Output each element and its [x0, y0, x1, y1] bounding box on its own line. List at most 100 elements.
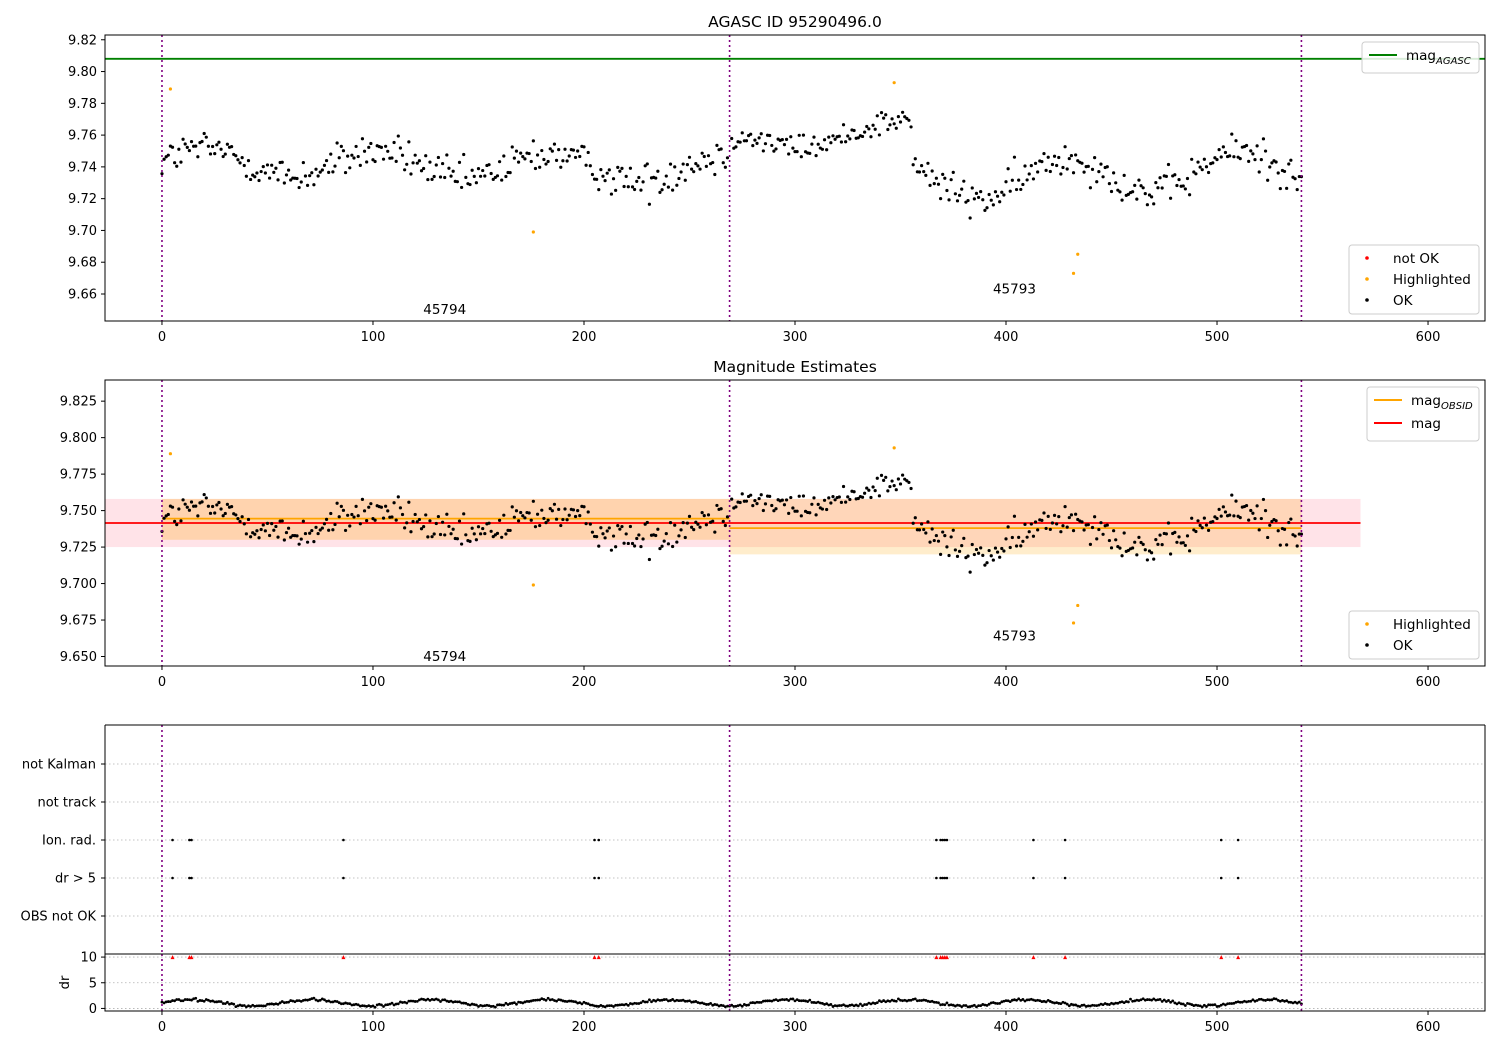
dr-point	[1063, 1001, 1067, 1005]
dr-point	[565, 1000, 569, 1003]
ok-point	[445, 153, 449, 157]
highlighted-point	[531, 230, 535, 234]
ok-point	[519, 151, 523, 155]
ok-point	[844, 500, 848, 504]
ok-point	[932, 182, 936, 186]
axes-frame	[104, 34, 1486, 322]
ok-point	[436, 514, 440, 519]
flag-point	[941, 876, 945, 880]
ok-point	[398, 506, 403, 510]
ok-point	[677, 534, 681, 538]
ok-point	[1131, 190, 1135, 194]
ok-point	[654, 176, 658, 180]
ok-point	[626, 541, 630, 546]
ok-point	[415, 161, 419, 165]
dr-point	[1082, 1003, 1086, 1007]
ok-point	[504, 532, 508, 536]
dr-point	[249, 1005, 252, 1008]
ok-point	[618, 169, 622, 173]
highlighted-point	[1071, 271, 1076, 275]
ok-point	[162, 516, 166, 520]
ok-point	[312, 183, 316, 187]
ok-point	[208, 511, 213, 515]
ok-point	[350, 153, 354, 157]
ok-point	[936, 539, 941, 543]
dr-point	[738, 1003, 742, 1007]
ok-point	[386, 149, 390, 153]
ok-point	[356, 514, 360, 518]
dr-point	[859, 1002, 862, 1006]
dr-point	[468, 1003, 472, 1007]
ok-point	[673, 523, 677, 527]
ok-point	[481, 168, 485, 173]
ok-point	[780, 138, 784, 142]
y-tick-label: 9.66	[68, 287, 97, 302]
dr-point	[557, 998, 561, 1002]
ok-point	[1247, 518, 1251, 522]
ok-point	[607, 168, 611, 172]
ok-point	[348, 524, 352, 528]
ok-point	[1101, 532, 1105, 536]
dr-point	[327, 999, 331, 1003]
dr-point	[1278, 999, 1282, 1003]
dr-point	[1262, 998, 1265, 1002]
ok-point	[280, 160, 284, 164]
ok-point	[960, 544, 964, 548]
ok-point	[1031, 534, 1036, 538]
dr-point	[306, 998, 309, 1002]
flag-point	[597, 838, 601, 842]
category-label: not Kalman	[22, 758, 96, 773]
flag-point	[171, 876, 174, 880]
dr-point	[441, 998, 445, 1002]
dr-point	[831, 1005, 835, 1008]
dr-point	[358, 1004, 362, 1008]
ok-point	[647, 557, 652, 562]
dr-point	[1200, 1005, 1204, 1009]
ok-point	[827, 496, 831, 500]
ok-point	[1270, 519, 1274, 524]
dr-point	[230, 1002, 234, 1005]
ok-point	[297, 185, 301, 190]
dr-point	[185, 998, 189, 1001]
flag-point	[190, 838, 193, 842]
dr-point	[1044, 1000, 1048, 1004]
ok-point	[1175, 183, 1179, 188]
flag-point	[941, 838, 945, 842]
dr-point	[439, 1000, 442, 1003]
ok-point	[1019, 187, 1023, 192]
ok-point	[483, 174, 487, 178]
ok-point	[972, 197, 976, 201]
ok-point	[335, 141, 339, 145]
ok-point	[415, 520, 419, 524]
dr-point	[586, 1002, 590, 1006]
ok-point	[1295, 187, 1299, 192]
dr-point	[878, 999, 881, 1003]
dr-point	[1175, 1002, 1179, 1006]
ok-point	[529, 159, 533, 164]
ok-point	[595, 535, 599, 539]
dr-point	[1143, 998, 1147, 1002]
ok-point	[641, 180, 645, 184]
dr-point	[192, 997, 196, 1001]
ok-point	[799, 155, 803, 159]
ok-point	[430, 177, 434, 181]
dr-point	[399, 1000, 402, 1004]
ok-point	[1234, 499, 1238, 503]
ok-point	[643, 164, 647, 168]
dr-point	[367, 1004, 371, 1008]
ok-point	[774, 507, 778, 511]
ok-point	[1080, 520, 1084, 524]
ok-point	[384, 144, 388, 148]
ok-point	[1029, 522, 1033, 526]
dr-point	[504, 1001, 508, 1005]
ok-point	[749, 132, 753, 136]
dr-point	[905, 999, 909, 1003]
ok-point	[1183, 543, 1187, 548]
x-tick-label: 400	[994, 330, 1019, 345]
ok-point	[922, 527, 926, 532]
dr-point	[510, 1001, 514, 1005]
ok-point	[791, 506, 795, 510]
dr-point	[491, 1004, 495, 1008]
ok-point	[419, 169, 424, 173]
ok-point	[814, 513, 818, 517]
